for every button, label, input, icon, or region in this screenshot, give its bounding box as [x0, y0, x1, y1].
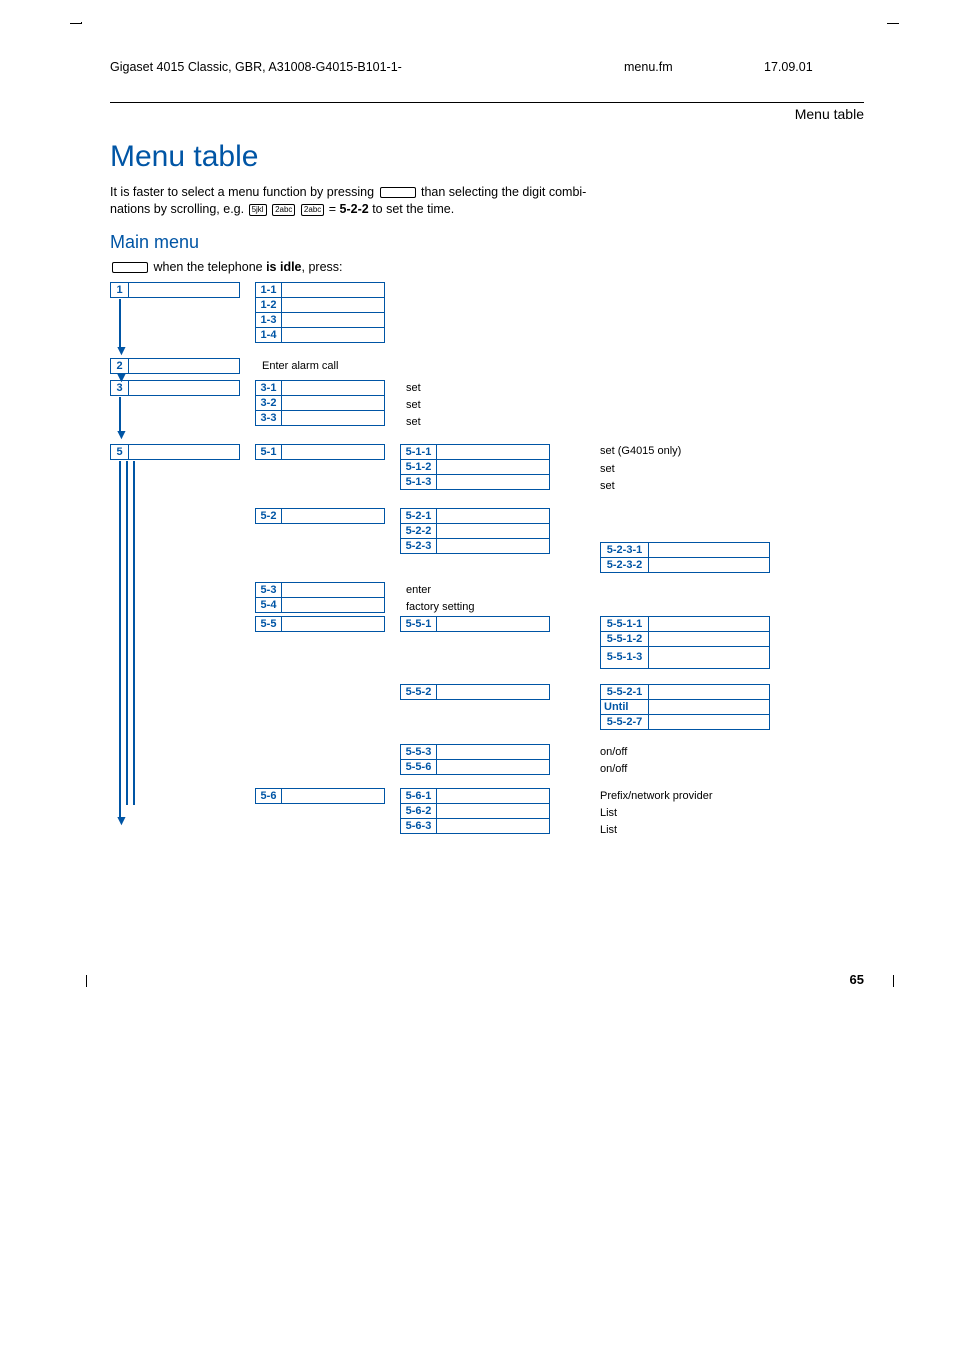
menu-text: set (G4015 only)	[600, 445, 681, 457]
key-5-icon: 5jkl	[249, 204, 267, 216]
menu-l3-552: 5-5-2	[400, 684, 550, 700]
menu-text: List	[600, 824, 617, 836]
menu-l3-52: 5-2-1 5-2-2 5-2-3	[400, 508, 550, 554]
page-title: Menu table	[110, 140, 864, 174]
menu-text: on/off	[600, 746, 627, 758]
menu-text: set	[406, 399, 421, 411]
doc-date: 17.09.01	[764, 60, 864, 74]
main-menu-heading: Main menu	[110, 232, 864, 253]
menu-l2-52: 5-2	[255, 508, 385, 524]
menu-text: Prefix/network provider	[600, 790, 713, 802]
menu-text: List	[600, 807, 617, 819]
menu-l3-56: 5-6-1 5-6-2 5-6-3	[400, 788, 550, 834]
tree-connector	[126, 461, 128, 805]
file-name: menu.fm	[624, 60, 764, 74]
menu-l3-553-556: 5-5-3 5-5-6	[400, 744, 550, 775]
menu-text: set	[406, 382, 421, 394]
menu-l4-552: 5-5-2-1 Until 5-5-2-7	[600, 684, 770, 730]
menu-l3-551: 5-5-1	[400, 616, 550, 632]
doc-ref: Gigaset 4015 Classic, GBR, A31008-G4015-…	[110, 60, 624, 74]
idle-instruction: when the telephone is idle, press:	[110, 259, 864, 276]
tree-connector	[119, 299, 121, 347]
menu-text: set	[600, 463, 615, 475]
menu-l1-2: 2	[110, 358, 240, 374]
menu-l1-3: 3	[110, 380, 240, 396]
menu-l2-53-54: 5-3 5-4	[255, 582, 385, 613]
menu-l3-51: 5-1-1 5-1-2 5-1-3	[400, 444, 550, 490]
menu-l2-alarm-text: Enter alarm call	[262, 360, 338, 372]
section-name: Menu table	[110, 102, 864, 122]
menu-l2-55: 5-5	[255, 616, 385, 632]
menu-text: enter	[406, 584, 431, 596]
softkey-icon	[112, 262, 148, 273]
menu-text: factory setting	[406, 601, 474, 613]
menu-l4-551: 5-5-1-1 5-5-1-2 5-5-1-3	[600, 616, 770, 669]
menu-l1-5: 5	[110, 444, 240, 460]
softkey-icon	[380, 187, 416, 198]
menu-l2-56: 5-6	[255, 788, 385, 804]
running-header: Gigaset 4015 Classic, GBR, A31008-G4015-…	[110, 60, 864, 74]
menu-l2-group1: 1-1 1-2 1-3 1-4	[255, 282, 385, 343]
page-number: 65	[110, 972, 864, 987]
tree-connector	[119, 461, 121, 817]
menu-l2-group3: 3-1 3-2 3-3	[255, 380, 385, 426]
menu-text: on/off	[600, 763, 627, 775]
menu-l1-1: 1	[110, 282, 240, 298]
intro-para: It is faster to select a menu function b…	[110, 184, 864, 218]
tree-connector	[133, 461, 135, 805]
menu-l4-523: 5-2-3-1 5-2-3-2	[600, 542, 770, 573]
menu-text: set	[406, 416, 421, 428]
key-2-icon: 2abc	[272, 204, 295, 216]
menu-l2-51: 5-1	[255, 444, 385, 460]
menu-text: set	[600, 480, 615, 492]
key-2-icon: 2abc	[301, 204, 324, 216]
